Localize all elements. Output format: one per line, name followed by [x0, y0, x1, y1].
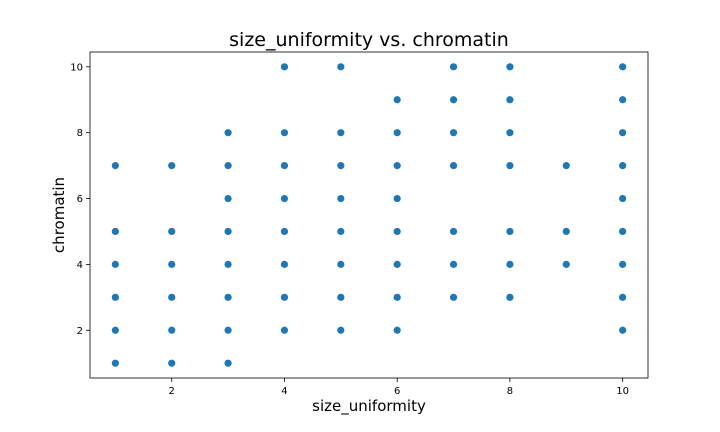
- data-point: [224, 194, 232, 203]
- data-point: [393, 227, 401, 236]
- data-point: [506, 162, 514, 170]
- data-point: [111, 359, 119, 367]
- data-point: [562, 162, 570, 170]
- data-point: [619, 194, 627, 203]
- data-point: [506, 227, 514, 236]
- data-point: [168, 162, 176, 170]
- data-point: [280, 293, 289, 301]
- data-point: [280, 194, 289, 203]
- data-point: [337, 194, 345, 203]
- plot-frame: [89, 51, 649, 379]
- x-tick-label: 10: [616, 386, 629, 397]
- data-point: [393, 326, 401, 334]
- data-point: [168, 260, 176, 268]
- data-point: [506, 63, 514, 71]
- data-point: [224, 326, 232, 334]
- data-point: [449, 129, 458, 137]
- x-tick-label: 6: [394, 386, 400, 397]
- data-point: [506, 293, 514, 301]
- data-point: [449, 293, 458, 301]
- data-point: [337, 129, 345, 137]
- chart-title: size_uniformity vs. chromatin: [229, 29, 509, 51]
- data-point: [449, 96, 458, 104]
- data-point: [280, 326, 289, 334]
- data-point: [619, 129, 627, 137]
- data-point: [224, 227, 232, 236]
- data-point: [111, 162, 119, 170]
- data-point: [337, 326, 345, 334]
- data-point: [224, 359, 232, 367]
- y-axis-label: chromatin: [50, 177, 68, 253]
- data-point: [506, 129, 514, 137]
- plot-area: 2 4 6 8 10 2 4 6 8 10: [70, 51, 649, 397]
- x-tick-label: 8: [507, 386, 513, 397]
- data-point: [449, 260, 458, 268]
- data-point: [168, 359, 176, 367]
- data-point: [168, 293, 176, 301]
- data-point: [506, 260, 514, 268]
- x-axis-ticks: 2 4 6 8 10: [169, 378, 629, 397]
- data-point: [619, 293, 627, 301]
- data-point: [449, 227, 458, 236]
- data-point: [337, 63, 345, 71]
- data-point: [168, 227, 176, 236]
- data-point: [111, 326, 119, 334]
- data-point: [224, 129, 232, 137]
- data-point: [337, 260, 345, 268]
- data-point: [393, 260, 401, 268]
- data-point: [449, 63, 458, 71]
- x-axis-label: size_uniformity: [312, 397, 426, 416]
- data-point: [562, 260, 570, 268]
- y-tick-label: 6: [77, 194, 83, 205]
- data-point: [280, 129, 289, 137]
- data-point: [393, 129, 401, 137]
- data-point: [449, 162, 458, 170]
- data-point: [619, 162, 627, 170]
- data-point: [619, 63, 627, 71]
- data-point: [619, 260, 627, 268]
- y-tick-label: 4: [77, 260, 83, 271]
- data-point: [562, 227, 570, 236]
- data-point: [111, 227, 119, 236]
- data-point: [280, 63, 289, 71]
- data-point: [619, 227, 627, 236]
- y-tick-label: 8: [77, 128, 83, 139]
- data-point: [337, 162, 345, 170]
- data-point: [337, 227, 345, 236]
- data-point: [111, 260, 119, 268]
- data-point: [393, 96, 401, 104]
- points-layer: [111, 63, 627, 367]
- y-axis-ticks: 2 4 6 8 10: [70, 62, 90, 337]
- data-point: [280, 162, 289, 170]
- data-point: [393, 194, 401, 203]
- x-tick-label: 2: [169, 386, 175, 397]
- data-point: [506, 96, 514, 104]
- data-point: [111, 293, 119, 301]
- data-point: [280, 227, 289, 236]
- y-tick-label: 10: [70, 62, 83, 73]
- data-point: [393, 293, 401, 301]
- data-point: [337, 293, 345, 301]
- data-point: [393, 162, 401, 170]
- data-point: [619, 96, 627, 104]
- data-point: [619, 326, 627, 334]
- data-point: [224, 293, 232, 301]
- data-point: [224, 162, 232, 170]
- data-point: [280, 260, 289, 268]
- x-tick-label: 4: [281, 386, 287, 397]
- y-tick-label: 2: [77, 326, 83, 337]
- data-point: [168, 326, 176, 334]
- data-point: [224, 260, 232, 268]
